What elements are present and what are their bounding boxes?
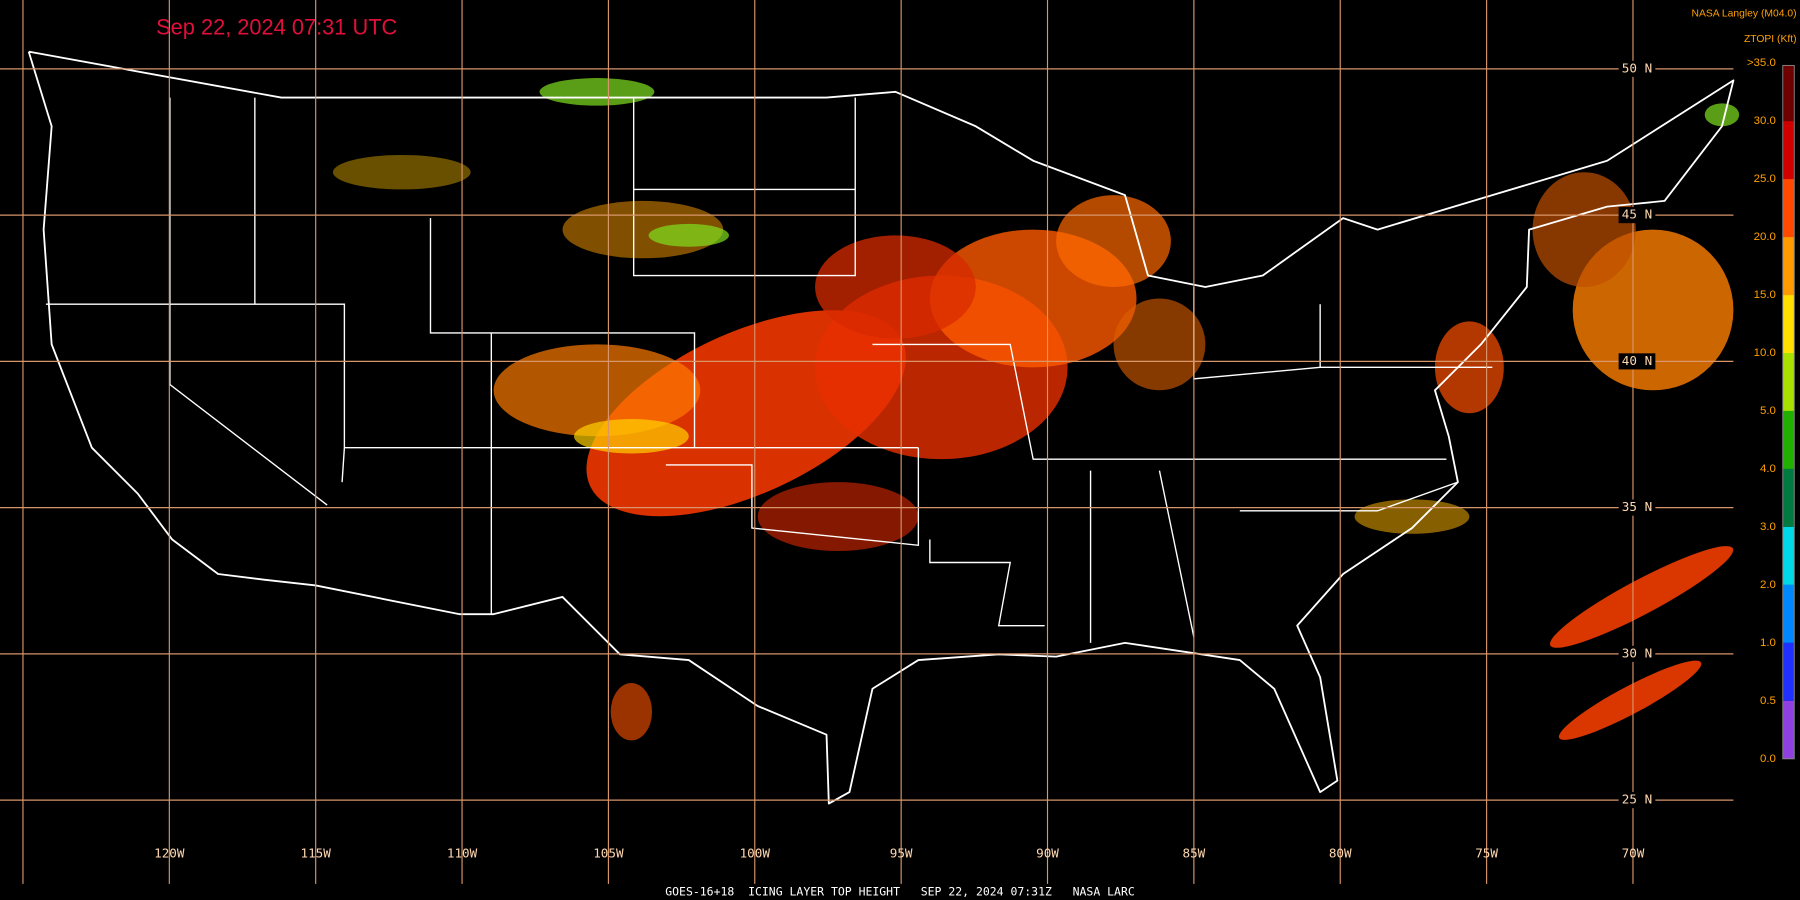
legend-title: ZTOPI (Kft) bbox=[1744, 34, 1797, 45]
longitude-label: 80W bbox=[1329, 846, 1352, 861]
label-backing bbox=[1618, 792, 1656, 809]
colorbar-label: 4.0 bbox=[1760, 463, 1776, 475]
colorbar-segment bbox=[1782, 237, 1795, 296]
coastline-and-borders bbox=[27, 50, 1735, 805]
colorbar-label: 10.0 bbox=[1754, 347, 1776, 359]
colorbar-segment bbox=[1782, 642, 1795, 701]
longitude-label: 75W bbox=[1475, 846, 1498, 861]
colorbar-segment bbox=[1782, 526, 1795, 585]
colorbar-label: 0.0 bbox=[1760, 753, 1776, 765]
colorbar-label: 30.0 bbox=[1754, 115, 1776, 127]
footer: GOES-16+18 ICING LAYER TOP HEIGHT SEP 22… bbox=[665, 884, 1135, 898]
latitude-label: 30 N bbox=[1622, 645, 1652, 660]
longitude-label: 115W bbox=[301, 846, 332, 861]
colorbar-label: >35.0 bbox=[1747, 57, 1776, 69]
colorbar-segment bbox=[1782, 584, 1795, 643]
longitude-label: 105W bbox=[593, 846, 624, 861]
label-backing bbox=[1618, 60, 1656, 77]
colorbar-segment bbox=[1782, 179, 1795, 238]
colorbar-segment bbox=[1782, 410, 1795, 469]
graticule: 120W 115W 110W 105W 100W 95W 90W 85W 80W 75W 70W 50… bbox=[0, 0, 1734, 884]
credit: NASA Langley (M04.0) bbox=[1691, 9, 1796, 20]
label-backing bbox=[1618, 645, 1656, 662]
colorbar-segment bbox=[1782, 352, 1795, 411]
colorbar-label: 25.0 bbox=[1754, 173, 1776, 185]
label-backing bbox=[1618, 353, 1656, 370]
colorbar-segment bbox=[1782, 295, 1795, 353]
colorbar-label: 1.0 bbox=[1760, 637, 1776, 649]
title: Sep 22, 2024 07:31 UTC bbox=[156, 14, 397, 39]
label-backing bbox=[1618, 207, 1656, 224]
longitude-label: 120W bbox=[154, 846, 185, 861]
colorbar-segment bbox=[1782, 65, 1795, 122]
latitude-label: 35 N bbox=[1622, 499, 1652, 514]
colorbar-label: 20.0 bbox=[1754, 231, 1776, 243]
colorbar-label: 3.0 bbox=[1760, 521, 1776, 533]
latitude-label: 25 N bbox=[1622, 792, 1652, 807]
colorbar-segment bbox=[1782, 121, 1795, 180]
colorbar: >35.0 30.0 25.0 20.0 15.0 10.0 5.0 4.0 3.0 2.0 1.0… bbox=[1747, 57, 1795, 765]
colorbar-frame bbox=[1782, 64, 1795, 760]
colorbar-label: 5.0 bbox=[1760, 405, 1776, 417]
colorbar-label: 15.0 bbox=[1754, 289, 1776, 301]
label-backing bbox=[1618, 499, 1656, 516]
longitude-label: 90W bbox=[1036, 846, 1059, 861]
latitude-label: 50 N bbox=[1622, 60, 1652, 75]
latitude-label: 40 N bbox=[1622, 353, 1652, 368]
longitude-label: 70W bbox=[1622, 846, 1645, 861]
longitude-label: 95W bbox=[890, 846, 913, 861]
longitude-label: 85W bbox=[1182, 846, 1205, 861]
longitude-label: 110W bbox=[447, 846, 478, 861]
labels: Sep 22, 2024 07:31 UTC NASA Langley (M04… bbox=[156, 9, 1796, 899]
colorbar-label: 2.0 bbox=[1760, 579, 1776, 591]
longitude-label: 100W bbox=[740, 846, 771, 861]
colorbar-segment bbox=[1782, 468, 1795, 527]
colorbar-label: 0.5 bbox=[1760, 695, 1776, 707]
latitude-label: 45 N bbox=[1622, 207, 1652, 222]
colorbar-segment bbox=[1782, 700, 1795, 759]
